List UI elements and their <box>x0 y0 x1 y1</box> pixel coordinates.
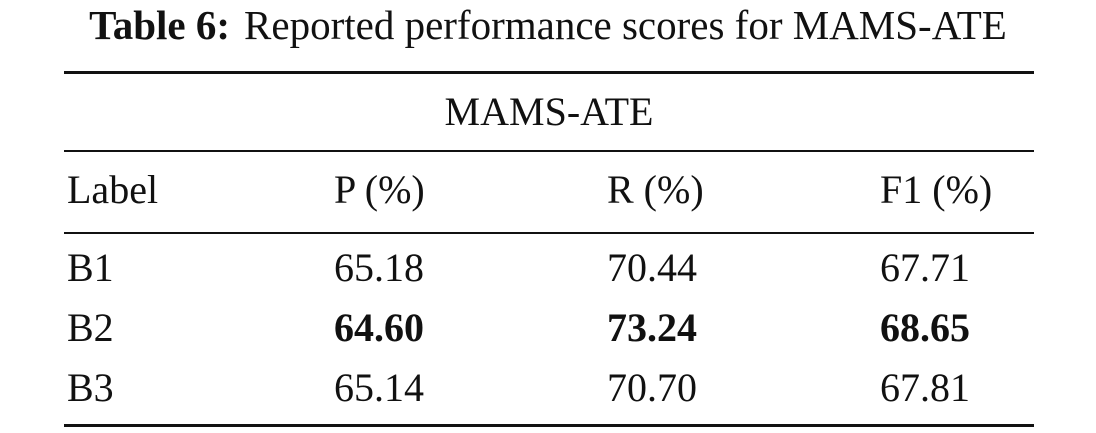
row-label: B1 <box>67 245 114 290</box>
group-header-rule <box>64 150 1034 152</box>
table-caption: Table 6: Reported performance scores for … <box>0 0 1096 50</box>
header-rule <box>64 232 1034 234</box>
caption-label: Table 6: <box>89 2 231 48</box>
group-header: MAMS-ATE <box>444 89 654 134</box>
column-header-precision: P (%) <box>334 167 425 212</box>
row-label: B3 <box>67 365 114 410</box>
top-rule <box>64 71 1034 74</box>
precision-value: 65.18 <box>334 245 424 290</box>
caption-text: Reported performance scores for MAMS-ATE <box>244 2 1007 48</box>
recall-value: 73.24 <box>607 305 697 350</box>
bottom-rule <box>64 424 1034 427</box>
column-header-label: Label <box>67 167 159 212</box>
recall-value: 70.70 <box>607 365 697 410</box>
f1-value: 67.81 <box>880 365 970 410</box>
precision-value: 65.14 <box>334 365 424 410</box>
f1-value: 68.65 <box>880 305 970 350</box>
recall-value: 70.44 <box>607 245 697 290</box>
row-label: B2 <box>67 305 114 350</box>
precision-value: 64.60 <box>334 305 424 350</box>
column-header-recall: R (%) <box>607 167 704 212</box>
f1-value: 67.71 <box>880 245 970 290</box>
column-header-f1: F1 (%) <box>880 167 993 212</box>
